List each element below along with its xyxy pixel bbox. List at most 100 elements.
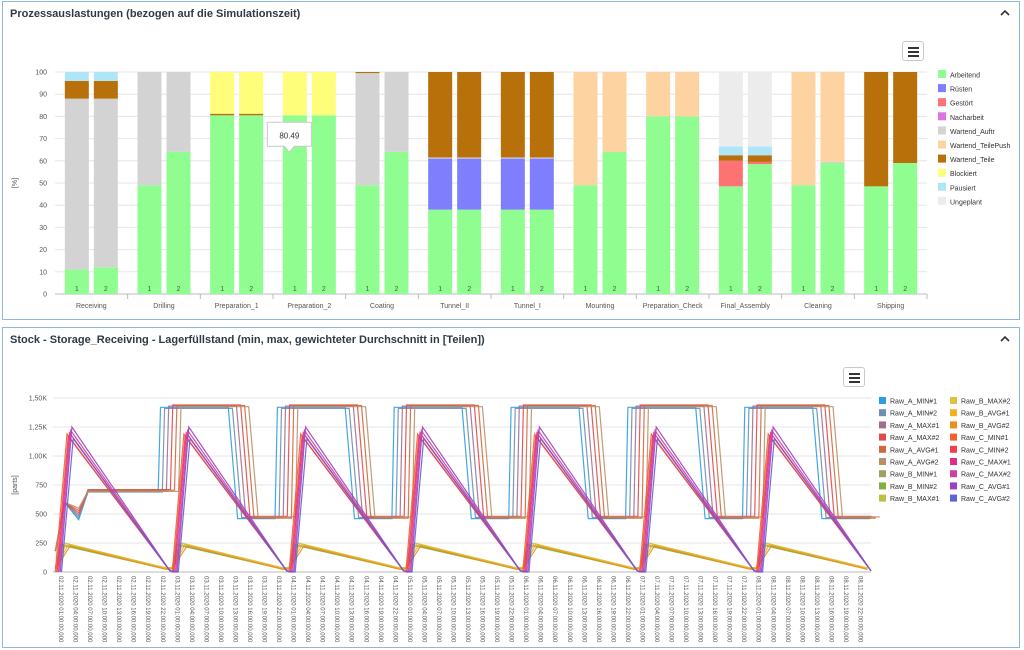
legend-label: Raw_A_MAX#1 <box>890 423 940 430</box>
chart-menu-button[interactable] <box>843 367 865 387</box>
x-tick-label: 02.11.2020 22:00:00,000 <box>159 576 165 643</box>
legend-swatch <box>938 154 946 163</box>
y-tick-label: 0 <box>43 570 47 577</box>
bar-segment-wartend_teile <box>93 80 118 99</box>
bar-segment-arbeitend <box>893 163 918 294</box>
x-category-label: Shipping <box>877 303 904 310</box>
stock-panel: Stock - Storage_Receiving - Lagerfüllsta… <box>2 327 1020 648</box>
x-tick-label: 08.11.2020 19:00:00,000 <box>842 576 848 643</box>
x-tick-label: 07.11.2020 13:00:00,000 <box>697 576 703 643</box>
legend-label: Raw_B_AVG#1 <box>961 411 1010 418</box>
series-line-raw_a_min-2 <box>54 407 870 552</box>
y-tick-label: 30 <box>39 225 47 232</box>
chart-menu-button[interactable] <box>902 41 924 61</box>
legend-swatch <box>950 445 957 453</box>
legend-swatch <box>950 421 957 429</box>
bar-segment-blockiert <box>282 72 307 116</box>
x-tick-label: 05.11.2020 10:00:00,000 <box>449 576 455 643</box>
bar-segment-pausiert <box>93 72 118 81</box>
bar-segment-arbeitend <box>137 185 162 294</box>
bar-index-label: 2 <box>467 286 471 293</box>
legend-swatch <box>938 70 946 78</box>
x-tick-label: 02.11.2020 16:00:00,000 <box>130 576 136 643</box>
x-tick-label: 03.11.2020 22:00:00,000 <box>275 576 281 643</box>
legend-swatch <box>950 494 957 502</box>
x-tick-label: 06.11.2020 10:00:00,000 <box>566 576 572 643</box>
x-tick-label: 02.11.2020 01:00:00,000 <box>57 576 63 643</box>
legend-swatch <box>950 409 957 417</box>
legend-swatch <box>879 470 886 478</box>
bar-segment-wartend_auftr <box>820 161 845 164</box>
bar-segment-wartend_teile <box>718 155 743 161</box>
legend-swatch <box>938 196 946 205</box>
bar-segment-ungeplant <box>718 72 743 147</box>
collapse-chevron-icon[interactable] <box>997 331 1013 347</box>
x-category-label: Tunnel_I <box>514 303 541 310</box>
bar-segment-wartend_auftr <box>355 73 380 186</box>
bar-segment-wartend_teile <box>529 72 554 158</box>
bar-index-label: 1 <box>148 286 152 293</box>
bar-segment-pausiert <box>64 72 89 81</box>
x-category-label: Tunnel_II <box>440 303 469 310</box>
bar-index-label: 1 <box>293 286 297 293</box>
x-category-label: Drilling <box>153 303 175 310</box>
x-tick-label: 03.11.2020 04:00:00,000 <box>188 576 194 643</box>
legend-label: Raw_A_MIN#2 <box>890 411 937 418</box>
legend-label: Raw_C_AVG#2 <box>961 496 1010 503</box>
legend-swatch <box>879 421 886 429</box>
bar-segment-wartend_auftr <box>500 157 525 159</box>
legend-swatch <box>950 470 957 478</box>
x-tick-label: 06.11.2020 16:00:00,000 <box>595 576 601 643</box>
x-tick-label: 08.11.2020 16:00:00,000 <box>827 576 833 643</box>
bar-segment-wartend_auftr <box>384 72 409 152</box>
bar-segment-arbeitend <box>210 115 235 294</box>
legend-label: Raw_A_MIN#1 <box>890 399 937 406</box>
hamburger-icon-line <box>908 51 919 53</box>
series-line-raw_c_avg-1 <box>59 425 872 573</box>
bar-segment-arbeitend <box>573 185 598 294</box>
stock-panel-header: Stock - Storage_Receiving - Lagerfüllsta… <box>3 328 1019 354</box>
legend-label: Raw_B_MIN#1 <box>890 472 937 479</box>
x-tick-label: 05.11.2020 16:00:00,000 <box>479 576 485 643</box>
x-tick-label: 07.11.2020 10:00:00,000 <box>682 576 688 643</box>
bar-segment-arbeitend <box>384 151 409 294</box>
bar-segment-wartend_teile <box>355 72 380 74</box>
bar-segment-wartend_teile <box>210 113 235 116</box>
bar-index-label: 1 <box>366 286 370 293</box>
stock-panel-title: Stock - Storage_Receiving - Lagerfüllsta… <box>10 334 485 346</box>
x-tick-label: 05.11.2020 04:00:00,000 <box>420 576 426 643</box>
legend-label: Raw_B_MAX#2 <box>961 399 1011 406</box>
bar-segment-arbeitend <box>64 269 89 294</box>
y-tick-label: 50 <box>39 181 47 188</box>
bar-segment-wartend_teile <box>893 72 918 164</box>
hamburger-icon-line <box>908 55 919 57</box>
collapse-chevron-icon[interactable] <box>997 5 1013 21</box>
bar-segment-arbeitend <box>457 209 482 294</box>
bar-segment-blockiert <box>210 72 235 114</box>
utilization-stacked-bar-chart: 0 10 20 30 40 50 60 70 80 90 100 [%] Receiving 1 2 Dril… <box>12 70 1011 311</box>
bar-segment-arbeitend <box>675 116 700 295</box>
legend-swatch <box>879 409 886 417</box>
bar-segment-wartend_teilepush <box>791 72 816 186</box>
bar-segment-wartend_teile <box>864 72 889 187</box>
bar-index-label: 2 <box>685 286 689 293</box>
y-tick-label: 1,00K <box>29 454 48 461</box>
x-tick-label: 04.11.2020 22:00:00,000 <box>391 576 397 643</box>
tooltip-box <box>266 121 312 154</box>
x-tick-label: 04.11.2020 16:00:00,000 <box>362 576 368 643</box>
bar-index-label: 1 <box>802 286 806 293</box>
legend-label: Raw_A_AVG#1 <box>890 447 939 454</box>
bar-segment-wartend_auftr <box>64 98 89 270</box>
x-tick-label: 07.11.2020 22:00:00,000 <box>740 576 746 643</box>
bar-segment-wartend_teilepush <box>820 72 845 162</box>
legend-swatch <box>938 126 946 135</box>
x-category-label: Cleaning <box>804 303 832 310</box>
legend-label: Wartend_TeilePush <box>950 143 1011 150</box>
bar-index-label: 2 <box>395 286 399 293</box>
x-tick-label: 07.11.2020 07:00:00,000 <box>668 576 674 643</box>
x-tick-label: 03.11.2020 01:00:00,000 <box>173 576 179 643</box>
legend-label: Raw_B_MIN#2 <box>890 484 937 491</box>
y-tick-label: 70 <box>39 136 47 143</box>
x-category-label: Preparation_1 <box>215 303 259 310</box>
bar-segment-wartend_teilepush <box>675 72 700 117</box>
